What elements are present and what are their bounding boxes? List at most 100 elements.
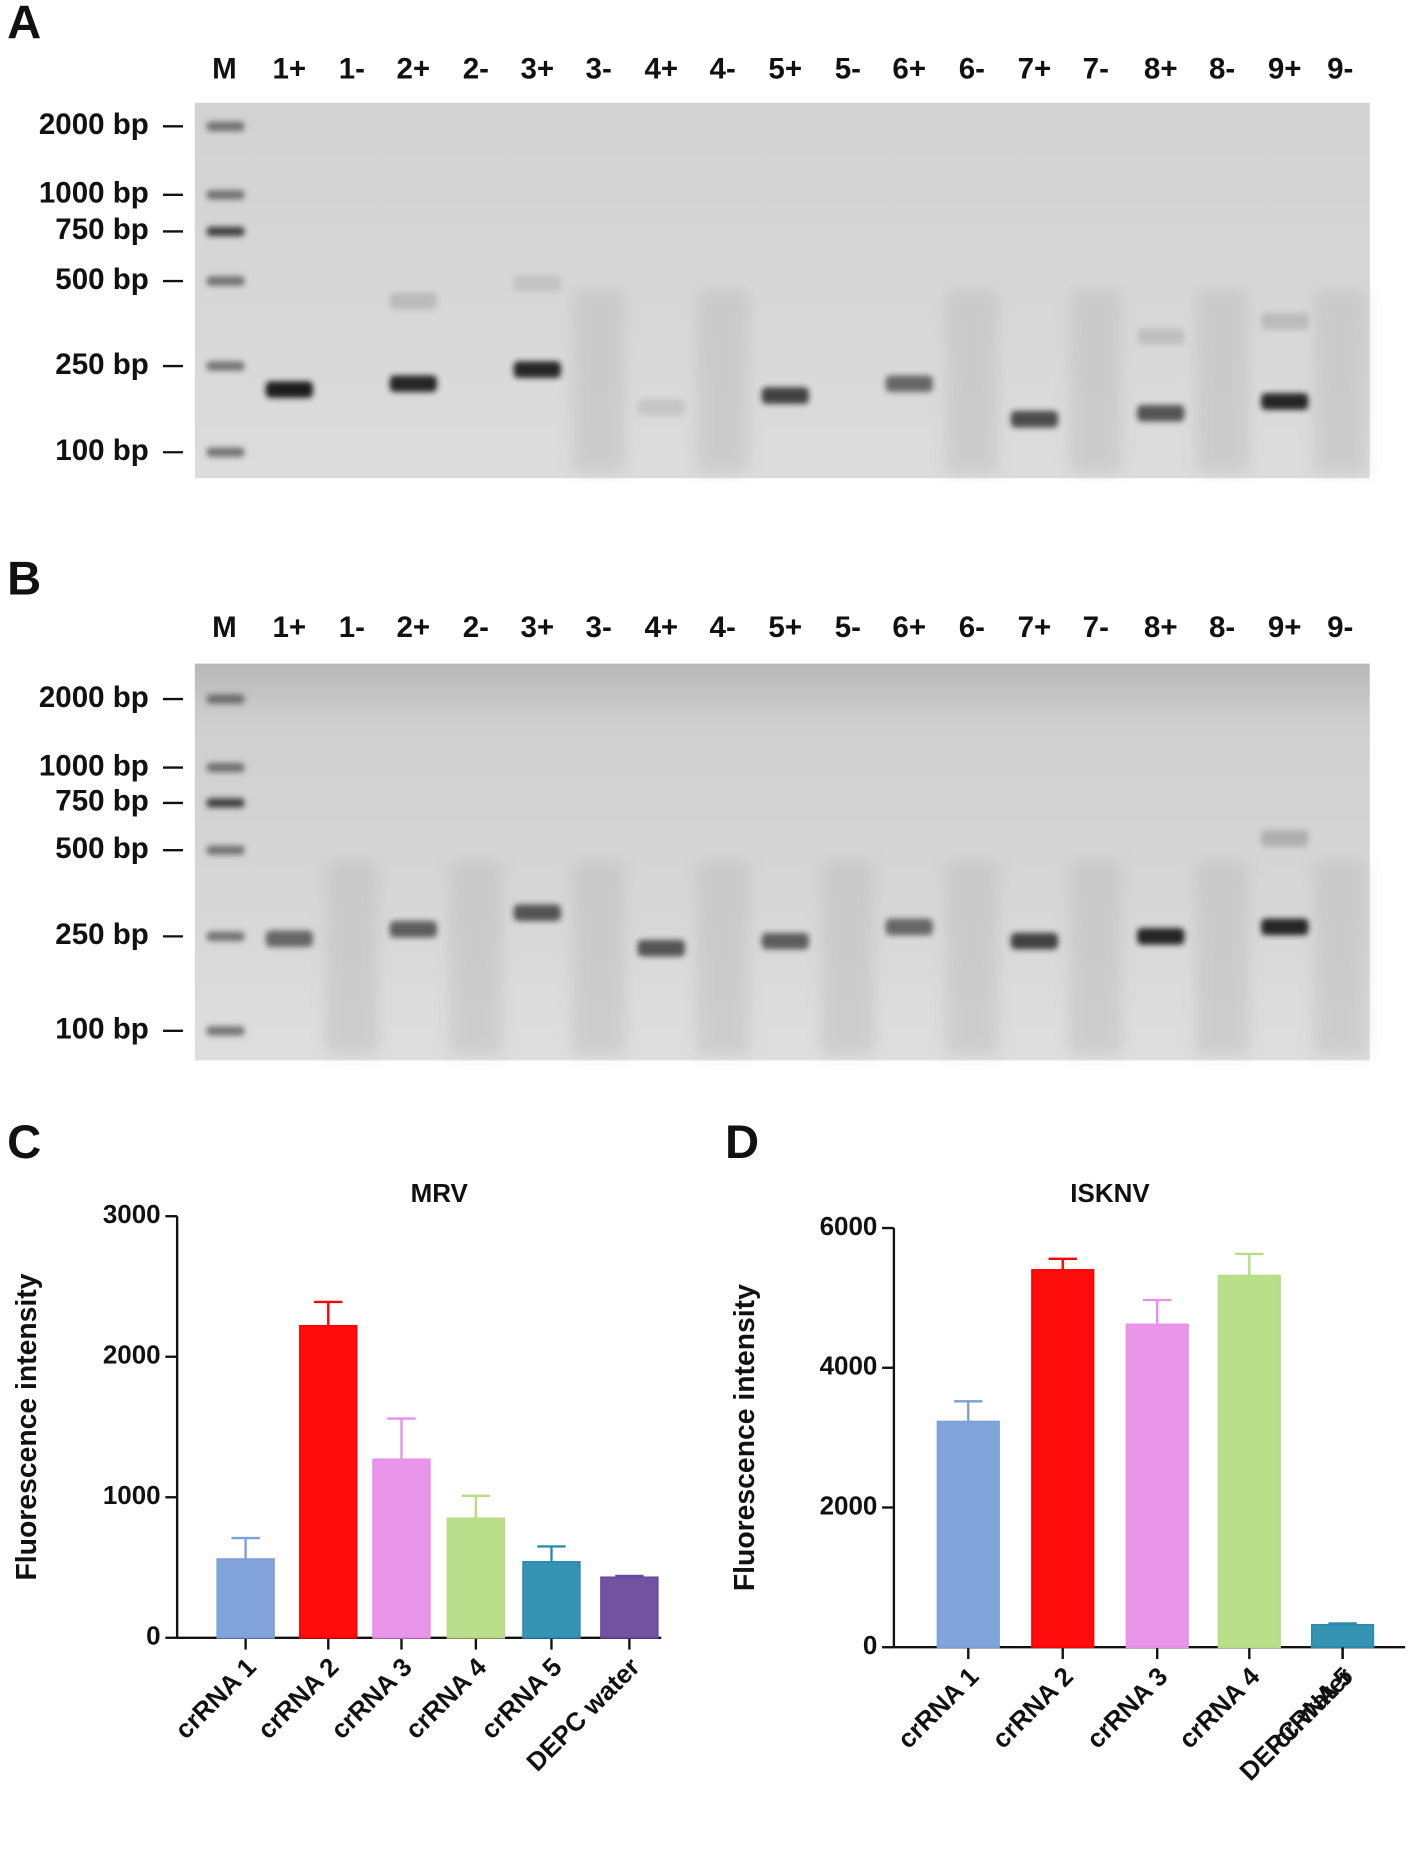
gel-smear xyxy=(696,861,749,1055)
error-bar xyxy=(461,1494,491,1519)
lane-label: 7+ xyxy=(1018,611,1052,644)
lane-label: 1- xyxy=(339,53,365,86)
lane-label: 8+ xyxy=(1144,611,1178,644)
panel-letter: D xyxy=(725,1116,759,1169)
gel-band xyxy=(389,292,437,310)
ladder-band xyxy=(206,121,245,132)
lane-label: 3+ xyxy=(520,611,554,644)
error-bar xyxy=(1143,1298,1172,1325)
gel-band xyxy=(1137,328,1185,345)
bar xyxy=(1311,1623,1375,1649)
y-tick-label: 0 xyxy=(863,1630,877,1660)
gel-band xyxy=(389,921,437,938)
bar xyxy=(216,1558,275,1639)
y-tick-label: 4000 xyxy=(820,1351,878,1381)
lane-label: 5- xyxy=(835,53,861,86)
lane-label: 1+ xyxy=(272,53,306,86)
marker-label: 2000 bp xyxy=(39,108,149,141)
gel-image xyxy=(194,663,1370,1061)
lane-label: 9- xyxy=(1327,53,1353,86)
gel-band xyxy=(1261,918,1309,936)
y-axis-label: Fluorescence intensity xyxy=(11,1273,43,1580)
x-tick-label: crRNA 2 xyxy=(986,1661,1079,1754)
gel-smear xyxy=(945,861,998,1055)
ladder-band xyxy=(206,694,245,704)
y-tick-label: 1000 xyxy=(103,1480,161,1510)
panel-letter: C xyxy=(7,1116,41,1169)
chart-title: ISKNV xyxy=(1070,1178,1150,1208)
error-bar xyxy=(231,1536,260,1560)
lane-label: 2+ xyxy=(396,53,430,86)
x-tick-label: crRNA 4 xyxy=(1172,1661,1265,1754)
lane-label: 7+ xyxy=(1018,53,1052,86)
y-tick-label: 2000 xyxy=(103,1340,161,1370)
lane-label: 8- xyxy=(1209,611,1235,644)
lane-label: 1+ xyxy=(272,611,306,644)
lane-label: 6+ xyxy=(892,611,926,644)
gel-band xyxy=(265,381,313,398)
gel-band xyxy=(1137,928,1185,945)
gel-band xyxy=(513,361,561,378)
gel-image xyxy=(194,102,1370,479)
ladder-band xyxy=(206,845,245,855)
lane-label: 9+ xyxy=(1268,53,1302,86)
lane-label: 1- xyxy=(339,611,365,644)
gel-band xyxy=(1261,312,1309,330)
lane-label: 9- xyxy=(1327,611,1353,644)
lane-label: 9+ xyxy=(1268,611,1302,644)
error-bar xyxy=(314,1300,343,1326)
gel-smear xyxy=(325,861,378,1055)
marker-label: 2000 bp xyxy=(39,681,149,714)
error-bar xyxy=(387,1417,416,1460)
lane-label: 5+ xyxy=(768,53,802,86)
marker-label: 100 bp xyxy=(55,1013,149,1046)
ladder-band xyxy=(206,1026,245,1036)
gel-smear xyxy=(1314,861,1367,1055)
chart-title: MRV xyxy=(411,1178,469,1208)
lane-label: 4+ xyxy=(644,53,678,86)
gel-band xyxy=(1261,393,1309,410)
gel-band xyxy=(761,932,809,950)
lane-label: 7- xyxy=(1083,53,1109,86)
bar xyxy=(372,1458,431,1639)
bar xyxy=(600,1576,659,1639)
x-tick-label: crRNA 4 xyxy=(399,1651,492,1744)
gel-smear xyxy=(1069,290,1122,473)
gel-smear xyxy=(1196,861,1249,1055)
lane-label: 4- xyxy=(710,611,736,644)
gel-smear xyxy=(821,861,874,1055)
lane-label: 2+ xyxy=(396,611,430,644)
ladder-band xyxy=(206,798,245,808)
gel-smear xyxy=(1314,290,1367,473)
gel-smear xyxy=(572,861,625,1055)
panel-letter: B xyxy=(7,553,41,606)
y-tick-label: 0 xyxy=(146,1621,160,1651)
y-tick-label: 6000 xyxy=(820,1211,878,1241)
lane-label: 5- xyxy=(835,611,861,644)
lane-label: 2- xyxy=(463,53,489,86)
ladder-band xyxy=(206,762,245,773)
lane-label: 8+ xyxy=(1144,53,1178,86)
lane-label: M xyxy=(212,611,237,644)
bar xyxy=(299,1324,358,1639)
marker-label: 750 bp xyxy=(55,785,149,818)
x-tick-label: crRNA 3 xyxy=(325,1652,418,1745)
error-bar xyxy=(1048,1257,1077,1270)
ladder-band xyxy=(206,276,245,286)
gel-band xyxy=(1010,932,1059,950)
gel-smear xyxy=(1069,861,1122,1055)
error-bar xyxy=(615,1574,644,1578)
lane-label: 6- xyxy=(959,53,985,86)
error-bar xyxy=(954,1400,983,1422)
gel-band xyxy=(1010,410,1059,428)
marker-label: 1000 bp xyxy=(39,177,149,210)
marker-label: 100 bp xyxy=(55,434,149,467)
bar xyxy=(1031,1269,1095,1649)
gel-band xyxy=(389,375,437,393)
lane-label: 8- xyxy=(1209,53,1235,86)
lane-label: 5+ xyxy=(768,611,802,644)
x-tick-label: crRNA 1 xyxy=(891,1661,984,1754)
gel-band xyxy=(1137,405,1185,422)
gel-smear xyxy=(449,861,502,1055)
